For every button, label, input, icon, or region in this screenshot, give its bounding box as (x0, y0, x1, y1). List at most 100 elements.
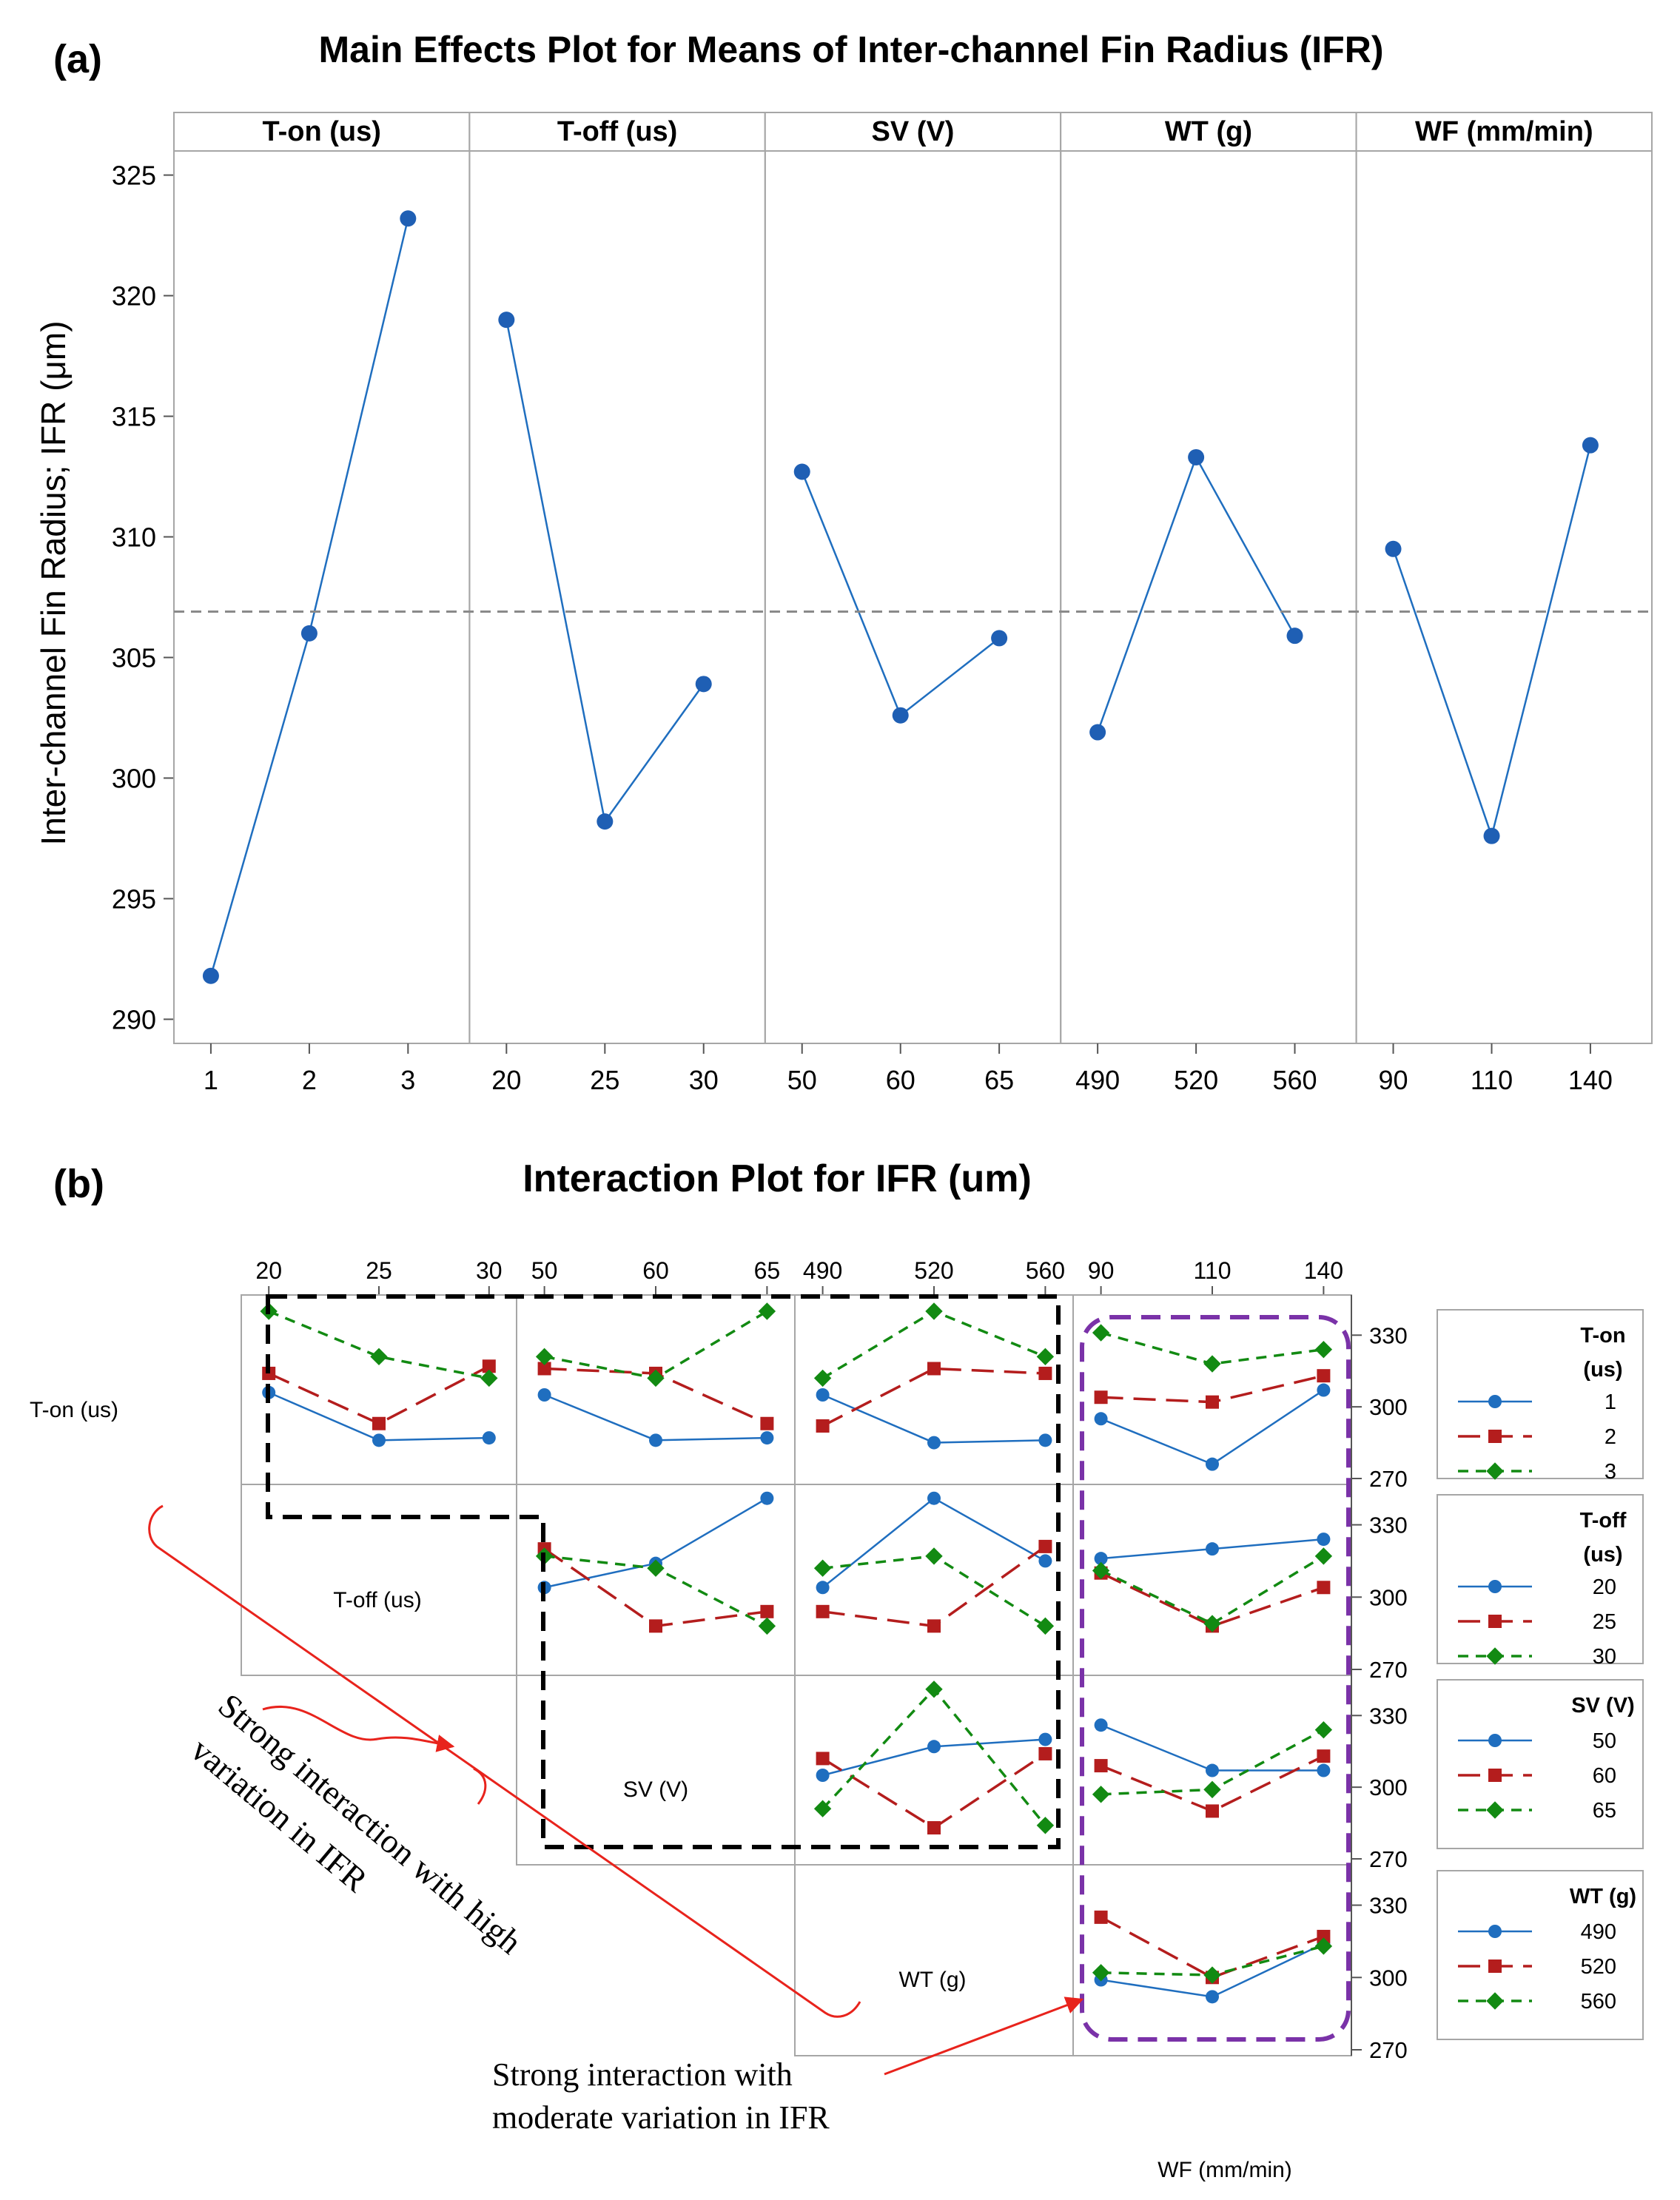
x-tick-label: 2 (302, 1065, 317, 1095)
x-tick-label: 30 (689, 1065, 719, 1095)
marker-diamond (1092, 1786, 1110, 1803)
marker-diamond (1203, 1966, 1221, 1984)
marker-square (1038, 1746, 1052, 1760)
x-tick-label: 20 (491, 1065, 521, 1095)
marker-square (649, 1619, 662, 1633)
marker-diamond (1203, 1615, 1221, 1632)
marker-circle (537, 1388, 551, 1402)
interaction-cell (516, 1294, 796, 1485)
y-tick-label: 305 (112, 642, 156, 673)
top-tick-label: 25 (366, 1257, 392, 1284)
right-tick-label: 300 (1369, 1965, 1408, 1991)
legend-entry-label: 30 (1593, 1645, 1616, 1669)
annotation-moderate-arrow (884, 1997, 1084, 2076)
interaction-cell (241, 1294, 517, 1485)
legend-entry-label: 520 (1581, 1955, 1616, 1979)
marker-circle (1488, 1925, 1502, 1938)
legend-title: T-on (1580, 1324, 1625, 1348)
right-tick-label: 330 (1369, 1893, 1408, 1919)
annotation-brace (148, 1504, 861, 2018)
marker-square (1206, 1804, 1219, 1818)
factor-strip-label: WT (g) (1165, 116, 1252, 147)
x-tick-label: 60 (886, 1065, 915, 1095)
effect-line (801, 471, 1000, 717)
marker-square (760, 1416, 774, 1430)
x-tick-label: 560 (1272, 1065, 1317, 1095)
marker-circle (760, 1431, 774, 1445)
marker-square (1038, 1539, 1052, 1553)
x-tick-label: 140 (1568, 1065, 1613, 1095)
factor-label-wt: WT (g) (898, 1968, 966, 1992)
cell-border (1072, 1294, 1352, 1485)
marker-circle (1488, 1580, 1502, 1593)
y-tick-label: 310 (112, 522, 156, 553)
effect-point (1089, 724, 1106, 741)
marker-diamond (1036, 1617, 1055, 1635)
marker-diamond (1092, 1561, 1110, 1580)
interaction-cell (1072, 1484, 1352, 1676)
marker-diamond (813, 1369, 832, 1387)
legend-title: SV (V) (1571, 1694, 1634, 1718)
marker-circle (927, 1740, 941, 1754)
factor-strip-label: WF (mm/min) (1415, 116, 1593, 147)
marker-circle (1488, 1734, 1502, 1747)
marker-circle (1038, 1554, 1052, 1568)
panel-border (468, 112, 766, 1044)
effect-point (991, 630, 1008, 647)
cell-border (1072, 1864, 1352, 2056)
panel-strip (468, 112, 766, 152)
cell-border (794, 1484, 1074, 1676)
interaction-cell (1072, 1864, 1352, 2056)
marker-circle (1094, 1552, 1108, 1566)
marker-square (1317, 1929, 1331, 1943)
marker-diamond (535, 1348, 554, 1366)
marker-circle (1094, 1412, 1108, 1426)
cell-border (241, 1294, 517, 1485)
effect-line (1096, 454, 1296, 733)
interaction-line (821, 1497, 1046, 1589)
x-tick-label: 25 (590, 1065, 619, 1095)
legend-entry-label: 50 (1593, 1729, 1616, 1753)
cell-border (794, 1675, 1074, 1866)
interaction-title: Interaction Plot for IFR (um) (523, 1157, 1032, 1200)
annotation-high-variation: Strong interaction with high variation i… (148, 1504, 861, 2018)
right-tick-label: 270 (1369, 1657, 1408, 1683)
factor-strip-label: T-on (us) (262, 116, 380, 147)
panel-strip (1060, 112, 1357, 152)
marker-diamond (480, 1369, 498, 1387)
effect-point (1582, 437, 1599, 454)
legend-border (1437, 1679, 1644, 1849)
legend-entry-label: 60 (1593, 1764, 1616, 1788)
y-axis: 290 295 300 305 310 315 320 325 (112, 151, 175, 1043)
x-tick-label: 490 (1075, 1065, 1120, 1095)
marker-square (760, 1604, 774, 1618)
marker-diamond (1314, 1340, 1333, 1359)
cell-border (241, 1294, 517, 1485)
legend-entry-label: 20 (1593, 1575, 1616, 1599)
y-tick-label: 315 (112, 402, 156, 432)
marker-diamond (1036, 1817, 1055, 1834)
effect-line (1392, 445, 1592, 840)
marker-circle (816, 1769, 830, 1782)
y-tick-label: 295 (112, 884, 156, 914)
legend-box: T-off (us) 20 25 30 (1437, 1494, 1644, 1669)
factor-panel: T-off (us) 20 25 30 (468, 112, 766, 1095)
marker-diamond (758, 1302, 776, 1320)
right-tick-label: 270 (1369, 1846, 1408, 1872)
effect-point (300, 625, 317, 642)
factor-panel: T-on (us) 1 2 3 (173, 112, 471, 1095)
legend-border (1437, 1309, 1644, 1479)
annotation-moderate-line-2: moderate variation in IFR (492, 2099, 830, 2136)
marker-square (537, 1362, 551, 1376)
effect-point (597, 813, 614, 830)
marker-square (1317, 1581, 1331, 1595)
legend-entry-label: 560 (1581, 1990, 1616, 2014)
label-cell-border (516, 1675, 796, 1866)
label-cell-border (794, 1864, 1074, 2056)
effect-point (1188, 448, 1205, 465)
right-tick-label: 300 (1369, 1775, 1408, 1800)
right-tick-label: 300 (1369, 1584, 1408, 1610)
marker-circle (1206, 1763, 1219, 1777)
right-tick-label: 270 (1369, 2037, 1408, 2063)
